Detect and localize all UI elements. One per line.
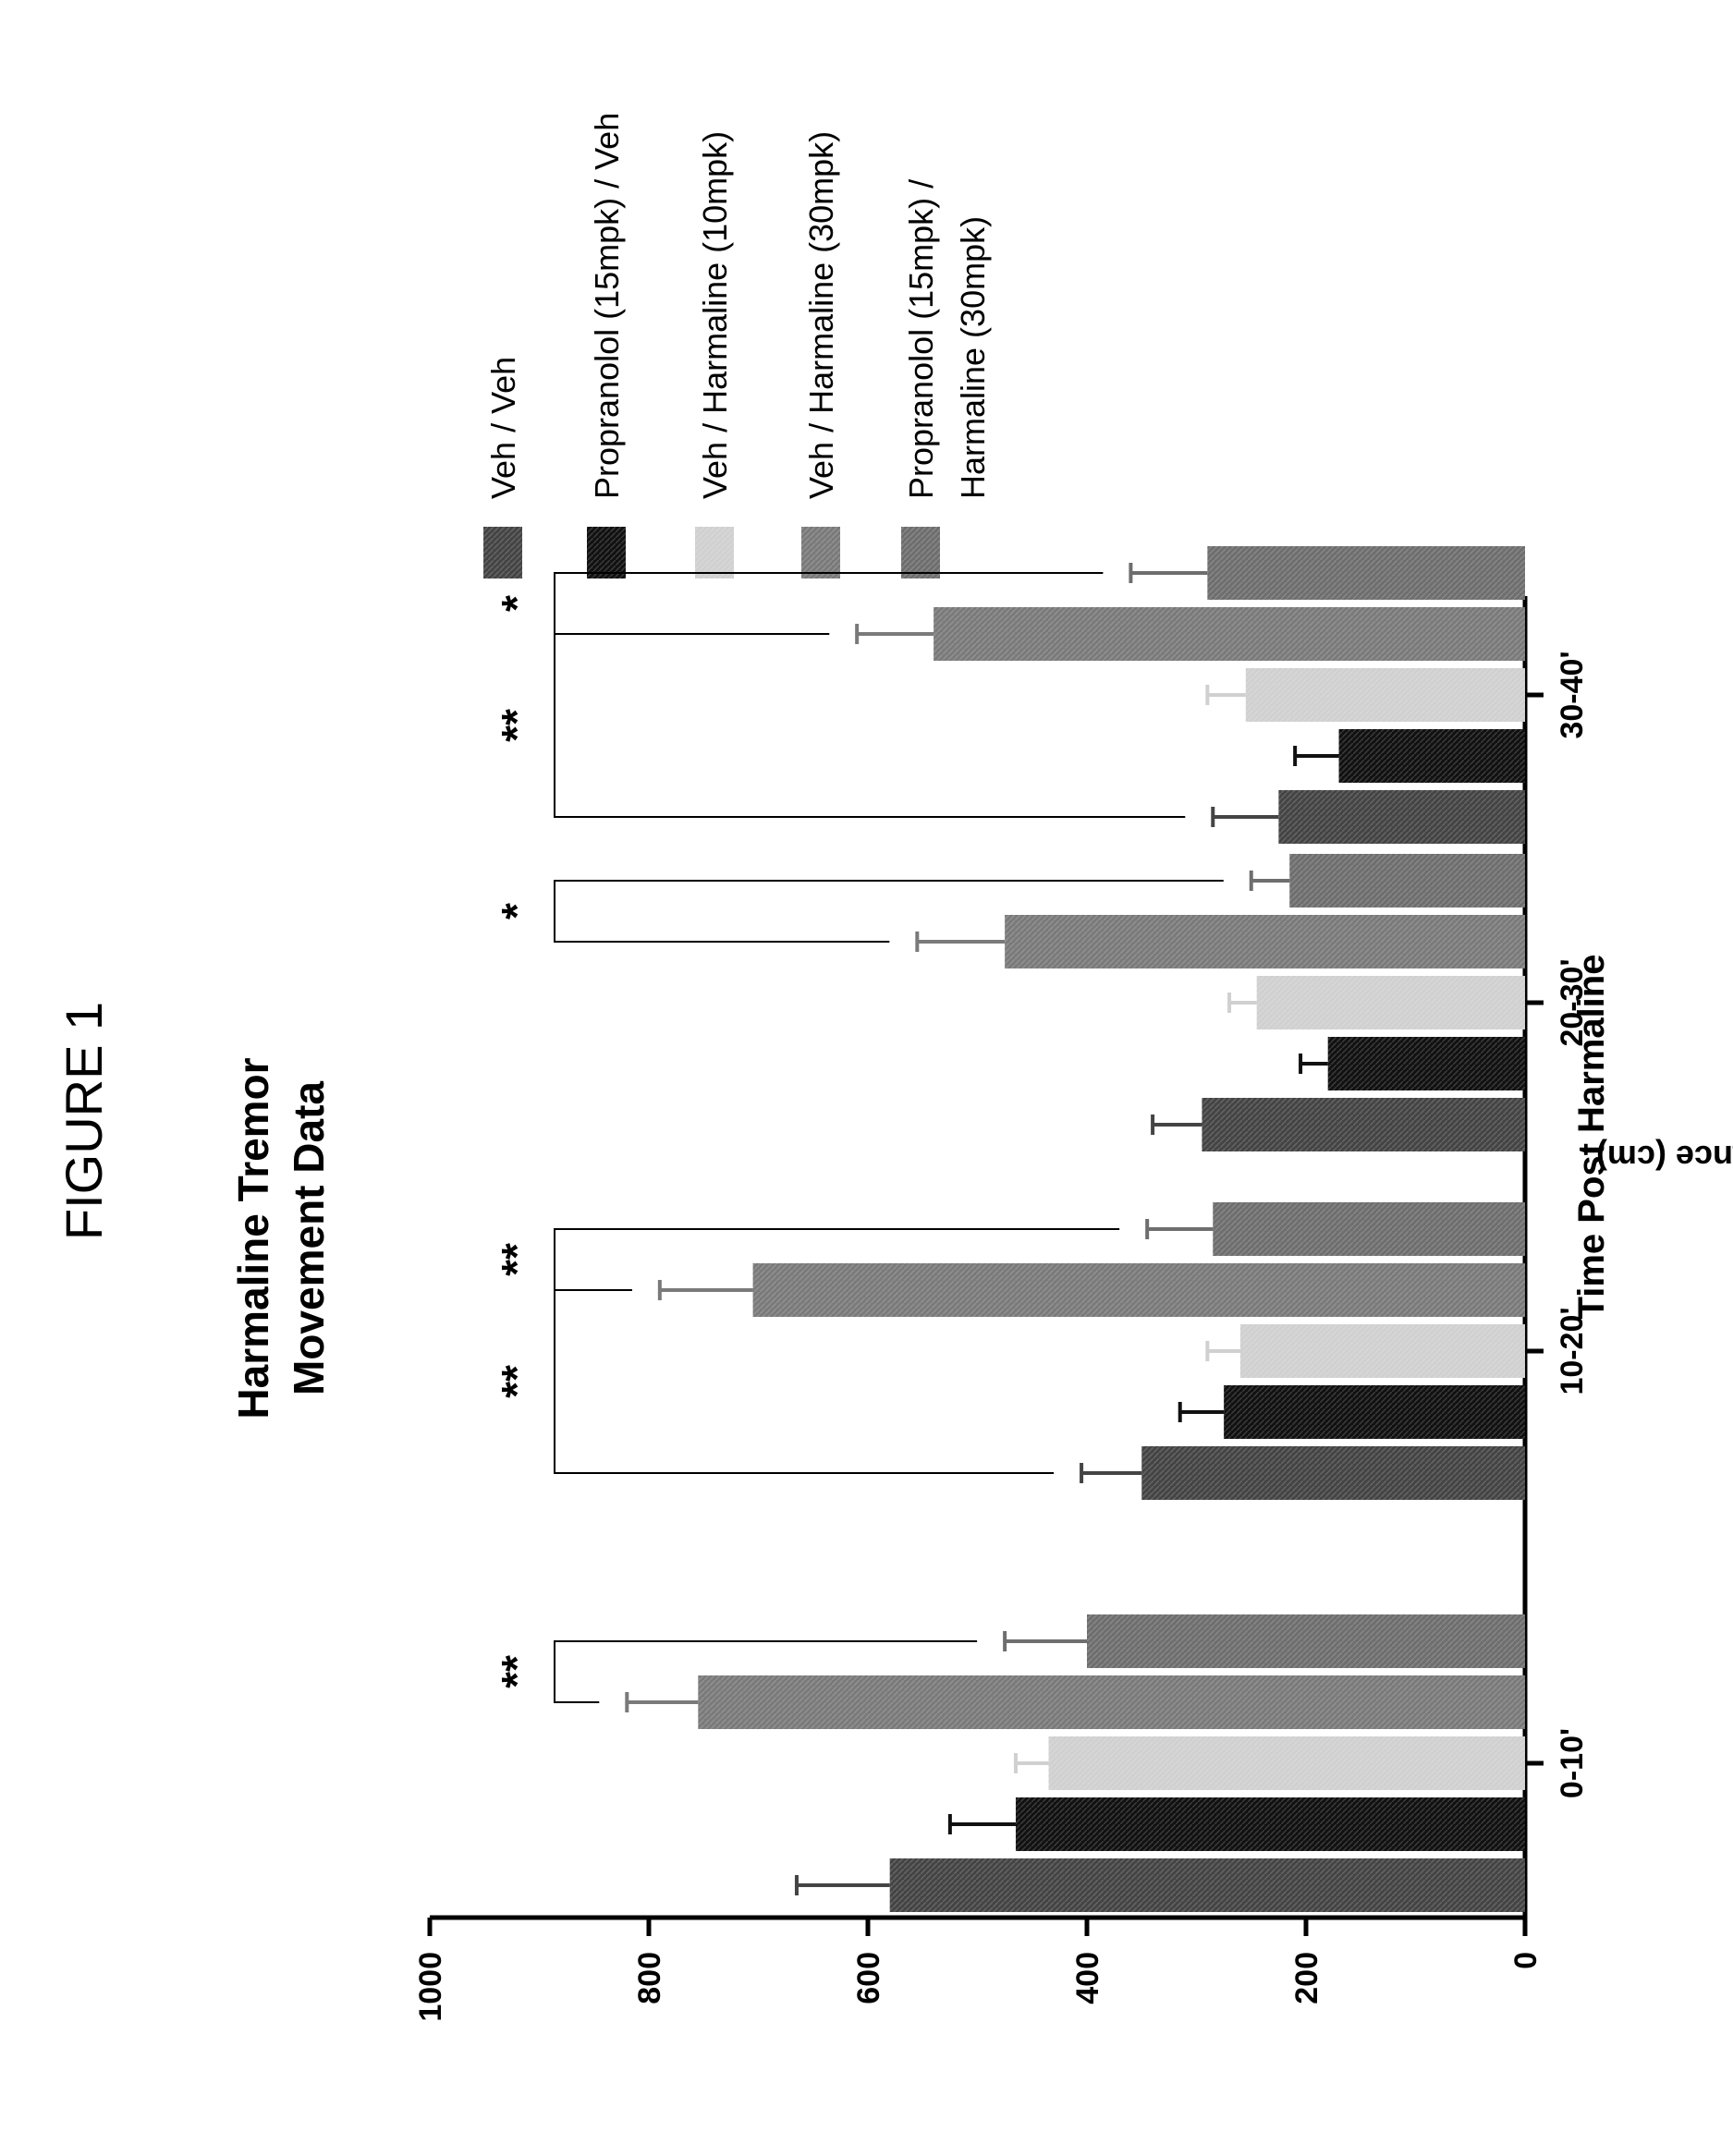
legend-swatch-texture	[587, 527, 626, 579]
plot-area: 0 200 400 600 800 1000 0-10' 10-20' 20-30' 30-40'…	[413, 546, 1590, 2022]
legend-label-veh-harmaline-30mpk: Veh / Harmaline (30mpk)	[802, 131, 840, 499]
legend-label-propranolol-15mpk-harmaline-30mpk: Propranolol (15mpk) /	[902, 179, 940, 499]
figure-label: FIGURE 1	[55, 1002, 113, 1240]
significance-bracket	[554, 880, 1224, 943]
bar-texture	[1213, 1202, 1525, 1256]
significance-label: *	[493, 903, 541, 920]
category-label-0-10: 0-10'	[1555, 1728, 1590, 1798]
chart-title-line-2: Movement Data	[285, 1081, 333, 1395]
bar-texture	[1224, 1385, 1525, 1439]
bar-texture	[934, 607, 1525, 661]
chart-title: Harmaline Tremor Movement Data	[229, 1057, 333, 1419]
bar-texture	[1202, 1098, 1525, 1151]
bar-texture	[1005, 915, 1525, 968]
significance-bracket	[554, 633, 1186, 818]
category-label-30-40: 30-40'	[1555, 651, 1590, 738]
significance-label: **	[493, 1243, 541, 1276]
bar-texture	[1207, 546, 1525, 600]
significance-bracket	[554, 1289, 1055, 1474]
legend: Veh / Veh Propranolol (15mpk) / Veh Veh / …	[483, 113, 992, 579]
legend-swatch-texture	[483, 527, 522, 579]
significance-label: **	[493, 1655, 541, 1688]
legend-swatch-texture	[901, 527, 940, 579]
legend-label-veh-veh: Veh / Veh	[484, 357, 522, 499]
significance-label: *	[493, 595, 541, 612]
category-label-20-30: 20-30'	[1555, 958, 1590, 1046]
bar-texture	[1327, 1037, 1525, 1090]
value-tick-label: 600	[851, 1952, 886, 2004]
legend-swatch-texture	[695, 527, 734, 579]
bar-texture	[1087, 1614, 1525, 1668]
category-label-10-20: 10-20'	[1555, 1307, 1590, 1395]
value-tick-label: 1000	[413, 1952, 448, 2022]
value-tick-label: 200	[1289, 1952, 1324, 2004]
bar-texture	[1278, 790, 1525, 844]
bar-texture	[1245, 668, 1525, 722]
bar-texture	[1338, 729, 1525, 783]
significance-bracket	[554, 1640, 978, 1703]
value-tick-label: 800	[632, 1952, 667, 2004]
bar-texture	[889, 1858, 1525, 1912]
legend-swatch-texture	[801, 527, 840, 579]
bar-texture	[752, 1263, 1525, 1317]
bar-texture	[1015, 1797, 1525, 1851]
significance-bracket	[554, 1228, 1120, 1291]
bar-texture	[698, 1675, 1525, 1729]
bar-texture	[1141, 1446, 1525, 1500]
significance-label: **	[493, 709, 541, 742]
bar-texture	[1289, 854, 1525, 907]
legend-label-propranolol-15mpk-veh: Propranolol (15mpk) / Veh	[588, 113, 626, 499]
y-axis-title: Distance (cm)	[1596, 1139, 1733, 1176]
significance-bracket	[554, 572, 1104, 635]
bar-texture	[1048, 1736, 1525, 1790]
legend-label-veh-harmaline-10mpk: Veh / Harmaline (10mpk)	[696, 131, 734, 499]
chart-title-line-1: Harmaline Tremor	[229, 1057, 277, 1419]
legend-label-propranolol-15mpk-harmaline-30mpk: Harmaline (30mpk)	[954, 216, 992, 499]
bar-texture	[1239, 1324, 1525, 1378]
value-tick-label: 400	[1070, 1952, 1105, 2004]
value-tick-label: 0	[1508, 1952, 1544, 1969]
significance-label: **	[493, 1365, 541, 1398]
x-axis-title: Time Post Harmaline	[1571, 955, 1612, 1320]
bar-texture	[1256, 976, 1525, 1029]
